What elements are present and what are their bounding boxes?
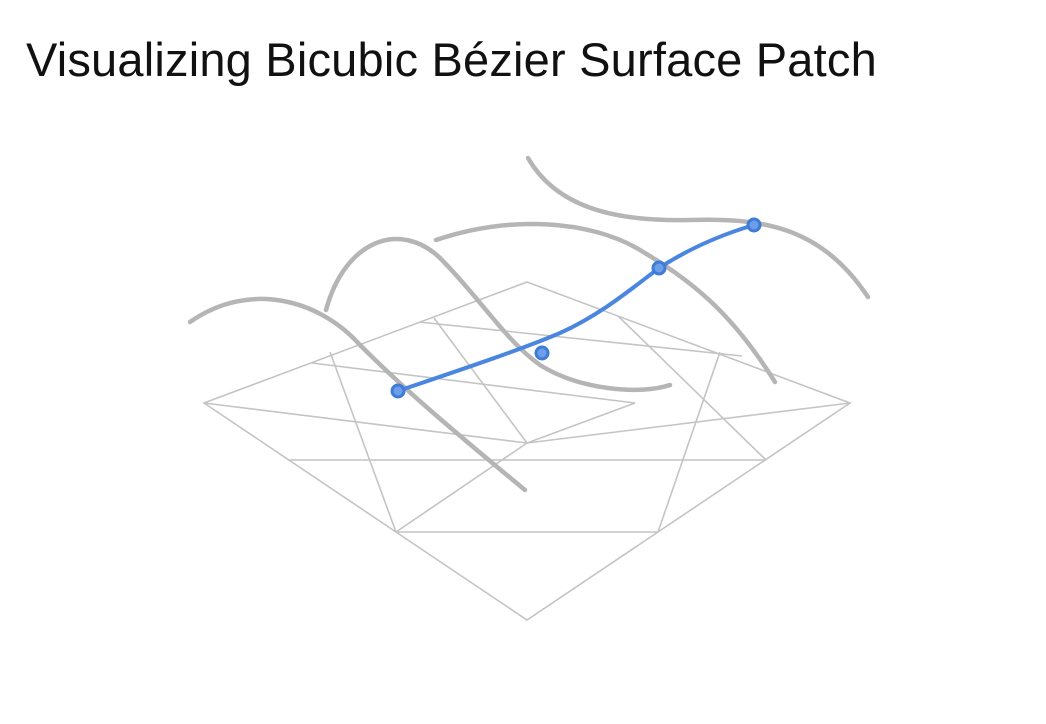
grid-line-v6 [526,402,636,444]
grid-outline [202,281,852,621]
grid-line-u4 [526,402,851,444]
surface-curves [187,155,871,493]
grid-line-v1 [433,317,528,444]
surface-curve-3 [433,221,778,385]
grid-line-v5 [395,442,528,533]
surface-curve-1 [187,296,528,493]
highlight-curve-group [390,217,762,399]
grid-line-u1 [418,321,743,357]
grid-line-u3 [203,402,528,444]
grid-line-v3 [617,315,767,461]
grid-line-u2 [311,362,636,404]
highlight-curve [396,223,756,393]
control-point-4 [746,217,762,233]
control-point-1 [390,383,406,399]
grid-line-v4 [657,351,721,533]
surface-curve-2 [323,236,673,393]
ground-grid [202,281,852,621]
control-point-3 [651,260,667,276]
surface-curve-4 [525,155,871,300]
grid-line-v2 [329,351,397,533]
page-title: Visualizing Bicubic Bézier Surface Patch [26,33,877,86]
control-point-2 [534,345,550,361]
